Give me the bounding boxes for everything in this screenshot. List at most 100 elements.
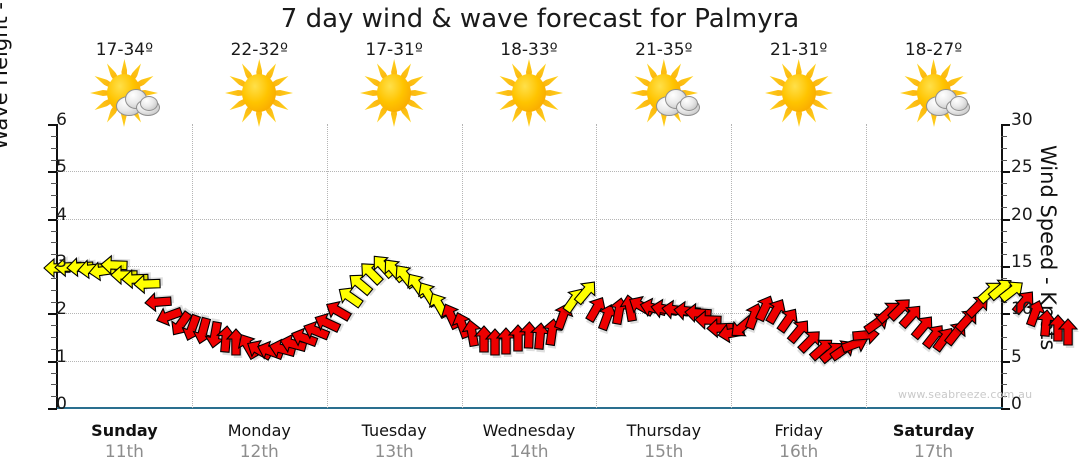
- day-label: Friday 16th: [732, 421, 866, 463]
- page-title: 7 day wind & wave forecast for Palmyra: [280, 4, 800, 34]
- right-axis-label: 30: [1011, 110, 1033, 130]
- right-axis-minor-tick: [1001, 384, 1007, 386]
- left-axis-minor-tick: [51, 301, 57, 303]
- day-name: Friday: [774, 421, 823, 440]
- right-axis-minor-tick: [1001, 348, 1007, 350]
- right-axis-label: 0: [1011, 394, 1022, 414]
- cloud-icon: [116, 89, 161, 116]
- right-axis-tick: [1001, 124, 1010, 126]
- right-axis-label: 15: [1011, 252, 1033, 272]
- gridline-day-separator: [461, 124, 463, 408]
- day-label: Sunday 11th: [57, 421, 191, 463]
- gridline-day-separator: [326, 124, 328, 408]
- temperature-range: 18-33º: [500, 40, 558, 60]
- right-axis-tick: [1001, 266, 1010, 268]
- gridline-day-separator: [866, 124, 868, 408]
- day-name: Wednesday: [482, 421, 576, 440]
- right-axis-tick: [1001, 360, 1010, 363]
- temperature-range: 18-27º: [904, 40, 963, 60]
- right-axis-label: 5: [1011, 346, 1022, 367]
- gridline-horizontal: [57, 218, 1001, 220]
- left-axis-minor-tick: [51, 230, 57, 232]
- temperature-range: 22-32º: [230, 40, 288, 60]
- day-header: 17-31º: [327, 40, 461, 124]
- left-axis-minor-tick: [51, 206, 57, 208]
- left-axis-minor-tick: [51, 159, 57, 161]
- left-axis-tick: [48, 408, 57, 410]
- right-axis-label: 20: [1011, 204, 1033, 225]
- left-axis-minor-tick: [51, 242, 57, 244]
- day-date: 14th: [509, 442, 549, 462]
- right-axis-label: 25: [1011, 157, 1033, 178]
- left-axis-minor-tick: [51, 183, 57, 185]
- left-axis-label: 1: [56, 346, 67, 367]
- left-axis-minor-tick: [51, 195, 57, 196]
- left-axis-minor-tick: [51, 337, 57, 338]
- left-axis-minor-tick: [51, 289, 57, 291]
- day-date: 16th: [779, 442, 819, 462]
- left-axis-minor-tick: [51, 135, 57, 137]
- day-label: Saturday 17th: [867, 421, 1001, 463]
- right-axis-minor-tick: [1001, 372, 1007, 374]
- gridline-day-separator: [731, 124, 733, 408]
- right-axis-minor-tick: [1001, 242, 1007, 244]
- sun-icon: [491, 59, 567, 124]
- left-axis-label: 6: [56, 110, 67, 130]
- day-date: 17th: [914, 442, 954, 462]
- gridline-horizontal: [57, 266, 1001, 267]
- cloud-icon: [655, 89, 700, 116]
- left-axis-minor-tick: [51, 254, 57, 256]
- day-label: Monday 12th: [192, 421, 326, 463]
- gridline-horizontal: [57, 171, 1001, 173]
- right-axis-tick: [1001, 218, 1010, 221]
- day-date: 11th: [104, 442, 144, 462]
- watermark: www.seabreeze.com.au: [898, 388, 1033, 401]
- left-axis-minor-tick: [51, 372, 57, 374]
- day-name: Sunday: [91, 421, 158, 440]
- day-header: 21-31º: [732, 40, 866, 124]
- temperature-range: 17-34º: [95, 40, 154, 60]
- right-axis-tick: [1001, 313, 1010, 316]
- day-date: 15th: [644, 442, 684, 462]
- left-axis-minor-tick: [51, 384, 57, 386]
- right-axis-minor-tick: [1001, 277, 1007, 279]
- day-header: 18-33º: [462, 40, 596, 124]
- right-axis-label: 10: [1011, 299, 1033, 320]
- day-header: 21-35º: [597, 40, 731, 124]
- sun-icon: [761, 59, 837, 124]
- left-axis-minor-tick: [51, 147, 57, 149]
- left-axis-label: 3: [56, 252, 67, 272]
- left-axis-minor-tick: [51, 348, 57, 350]
- day-label: Thursday 15th: [597, 421, 731, 463]
- right-axis-minor-tick: [1001, 183, 1007, 185]
- sun-icon: [356, 59, 432, 124]
- left-axis-tick: [48, 218, 57, 221]
- day-date: 13th: [374, 442, 414, 462]
- sun-cloud-icon: [896, 59, 972, 124]
- sun-cloud-icon: [626, 59, 702, 124]
- day-name: Monday: [227, 421, 291, 440]
- right-axis-minor-tick: [1001, 135, 1007, 137]
- right-axis-minor-tick: [1001, 396, 1007, 398]
- day-date: 12th: [239, 442, 279, 462]
- left-axis-label: 2: [56, 299, 67, 320]
- temperature-range: 21-31º: [769, 40, 828, 60]
- temperature-range: 21-35º: [635, 40, 693, 60]
- left-axis-tick: [48, 313, 57, 316]
- left-axis-tick: [48, 360, 57, 363]
- right-axis-minor-tick: [1001, 159, 1007, 161]
- temperature-range: 17-31º: [365, 40, 423, 60]
- left-axis-tick: [48, 171, 57, 174]
- sun-icon: [221, 59, 297, 124]
- left-axis-label: 0: [56, 394, 67, 414]
- gridline-day-separator: [596, 124, 598, 408]
- left-axis-title: Wave Height - Metres: [0, 0, 12, 150]
- right-axis-minor-tick: [1001, 337, 1007, 338]
- day-name: Tuesday: [361, 421, 427, 440]
- right-axis-minor-tick: [1001, 254, 1007, 256]
- left-axis-minor-tick: [51, 396, 57, 398]
- gridline-day-separator: [191, 124, 193, 408]
- left-axis-minor-tick: [51, 277, 57, 279]
- day-label: Wednesday 14th: [462, 421, 596, 463]
